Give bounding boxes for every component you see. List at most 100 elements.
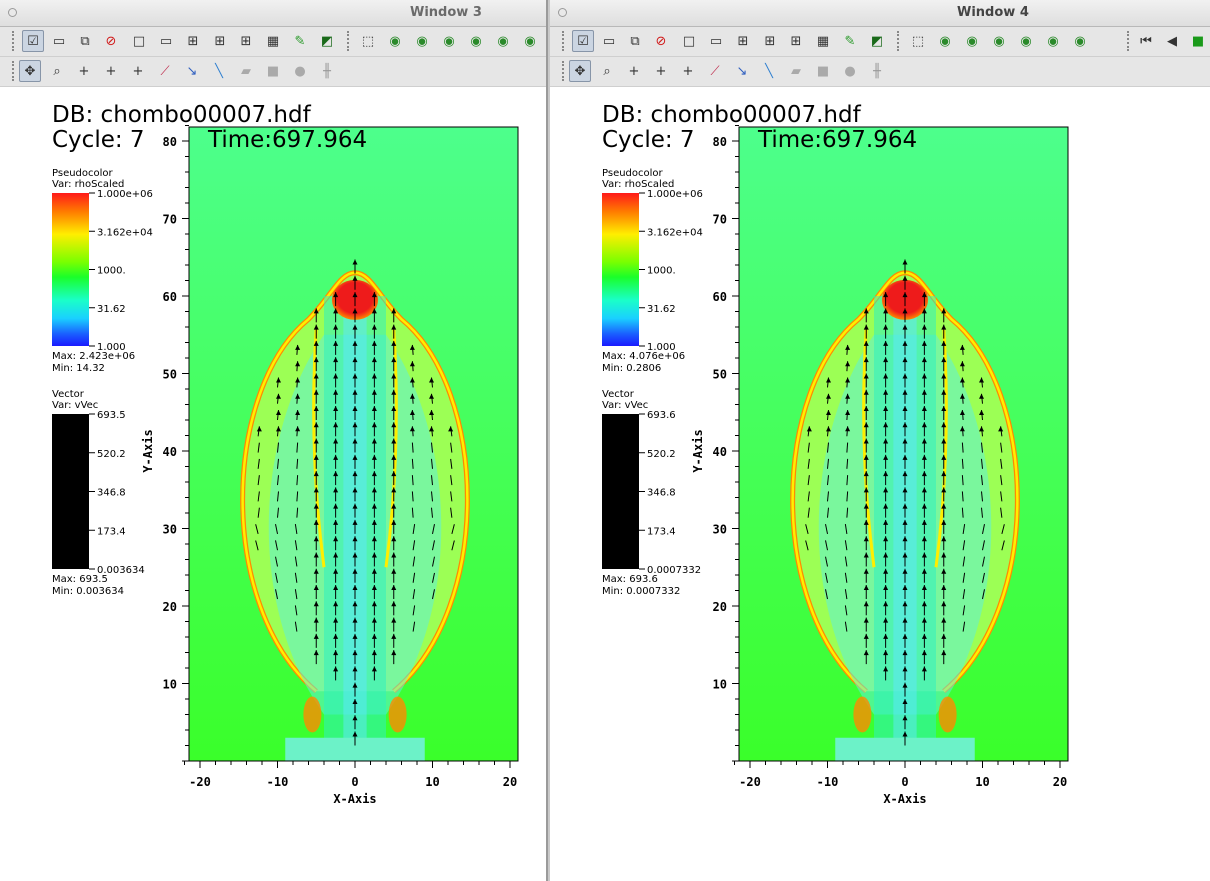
- navigate-icon[interactable]: ✥: [569, 60, 591, 82]
- node-pick-icon[interactable]: +: [655, 63, 667, 79]
- vector-arrow: [432, 524, 435, 535]
- plane-tool-icon[interactable]: ▰: [791, 63, 801, 79]
- layout-3x3-icon[interactable]: ▦: [816, 33, 830, 49]
- toolbar-grip[interactable]: [562, 61, 568, 81]
- plot-area[interactable]: 10 20 30 40 50 60 70 80 -20 -10 0 10 20 X-Axis Y-Axis D…: [0, 87, 546, 881]
- camera-icon[interactable]: ◉: [966, 33, 978, 49]
- line-tool-icon[interactable]: ╲: [215, 63, 223, 79]
- layout-2x3-icon[interactable]: ⊞: [214, 33, 226, 49]
- axis-tool-icon[interactable]: ╫: [873, 63, 881, 79]
- vector-arrow: [275, 589, 278, 600]
- vector-arrowhead: [863, 324, 869, 330]
- reverse-play-icon[interactable]: ◀: [1167, 33, 1177, 49]
- vector-arrowhead: [863, 357, 869, 363]
- layout-3x3-icon[interactable]: ▦: [266, 33, 280, 49]
- zoom-icon[interactable]: ⌕: [603, 63, 611, 79]
- vector-arrowhead: [371, 340, 377, 346]
- vector-arrowhead: [921, 666, 927, 672]
- new-window-icon[interactable]: ▭: [602, 33, 616, 49]
- window-close-dot-icon[interactable]: [558, 8, 567, 17]
- lock-view-icon[interactable]: ✎: [294, 33, 306, 49]
- layout-1x2-icon[interactable]: ▭: [709, 33, 723, 49]
- vector-arrowhead: [883, 568, 889, 574]
- box-tool-icon[interactable]: ■: [266, 63, 280, 79]
- toolbar-grip[interactable]: [1127, 31, 1133, 51]
- lock-time-icon[interactable]: ◩: [320, 33, 334, 49]
- camera-icon[interactable]: ◉: [1047, 33, 1059, 49]
- plot-area[interactable]: 10 20 30 40 50 60 70 80 -20 -10 0 10 20 X-Axis Y-Axis D…: [550, 87, 1210, 881]
- vector-arrow: [827, 458, 829, 469]
- point-tool-icon[interactable]: ↘: [736, 63, 748, 79]
- vector-arrowhead: [941, 324, 947, 330]
- zone-pick-icon[interactable]: +: [78, 63, 90, 79]
- delete-window-icon[interactable]: ⊘: [655, 33, 667, 49]
- vector-arrowhead: [371, 422, 377, 428]
- plane-tool-icon[interactable]: ▰: [241, 63, 251, 79]
- camera-icon[interactable]: ◉: [1074, 33, 1086, 49]
- camera-icon[interactable]: ◉: [416, 33, 428, 49]
- vector-arrow: [981, 475, 983, 486]
- vector-arrowhead: [921, 454, 927, 460]
- vector-arrowhead: [448, 426, 454, 432]
- vector-arrowhead: [352, 633, 358, 639]
- layout-1x2-icon[interactable]: ▭: [159, 33, 173, 49]
- perspective-icon[interactable]: ⬚: [911, 33, 925, 49]
- axis-tool-icon[interactable]: ╫: [323, 63, 331, 79]
- lineout-icon[interactable]: ⟋: [160, 63, 170, 79]
- vector-arrowhead: [941, 568, 947, 574]
- toolbar-grip[interactable]: [347, 31, 353, 51]
- box-tool-icon[interactable]: ■: [816, 63, 830, 79]
- layout-2x2-icon[interactable]: ⊞: [187, 33, 199, 49]
- active-window-icon[interactable]: ☑: [572, 30, 594, 52]
- point-tool-icon[interactable]: ↘: [186, 63, 198, 79]
- toolbar-grip[interactable]: [12, 61, 18, 81]
- lineout-icon[interactable]: ⟋: [710, 63, 720, 79]
- stop-icon[interactable]: ■: [1191, 33, 1205, 49]
- clone-window-icon[interactable]: ⧉: [630, 33, 640, 49]
- new-window-icon[interactable]: ▭: [52, 33, 66, 49]
- camera-icon[interactable]: ◉: [524, 33, 536, 49]
- layout-1x1-icon[interactable]: □: [682, 33, 696, 49]
- camera-icon[interactable]: ◉: [389, 33, 401, 49]
- perspective-icon[interactable]: ⬚: [361, 33, 375, 49]
- delete-window-icon[interactable]: ⊘: [105, 33, 117, 49]
- layout-2x4-icon[interactable]: ⊞: [240, 33, 252, 49]
- vector-arrowhead: [333, 617, 339, 623]
- vector-arrowhead: [902, 601, 908, 607]
- lock-time-icon[interactable]: ◩: [870, 33, 884, 49]
- window-titlebar[interactable]: Window 4: [550, 0, 1210, 27]
- x-tick-label: 0: [901, 775, 908, 789]
- vector-arrow: [981, 458, 983, 469]
- layout-2x4-icon[interactable]: ⊞: [790, 33, 802, 49]
- lock-view-icon[interactable]: ✎: [844, 33, 856, 49]
- active-window-icon[interactable]: ☑: [22, 30, 44, 52]
- camera-icon[interactable]: ◉: [470, 33, 482, 49]
- sphere-tool-icon[interactable]: ●: [844, 63, 856, 79]
- toolbar-grip[interactable]: [562, 31, 568, 51]
- spreadsheet-pick-icon[interactable]: +: [682, 63, 694, 79]
- window-close-dot-icon[interactable]: [8, 8, 17, 17]
- layout-2x2-icon[interactable]: ⊞: [737, 33, 749, 49]
- plot-canvas[interactable]: 10 20 30 40 50 60 70 80 -20 -10 0 10 20 X-Axis Y-Axis D…: [0, 87, 546, 881]
- camera-icon[interactable]: ◉: [939, 33, 951, 49]
- sphere-tool-icon[interactable]: ●: [294, 63, 306, 79]
- zone-pick-icon[interactable]: +: [628, 63, 640, 79]
- node-pick-icon[interactable]: +: [105, 63, 117, 79]
- toolbar-grip[interactable]: [897, 31, 903, 51]
- step-back-icon[interactable]: ⏮: [1140, 33, 1152, 49]
- window-titlebar[interactable]: Window 3: [0, 0, 546, 27]
- camera-icon[interactable]: ◉: [497, 33, 509, 49]
- layout-1x1-icon[interactable]: □: [132, 33, 146, 49]
- clone-window-icon[interactable]: ⧉: [80, 33, 90, 49]
- navigate-icon[interactable]: ✥: [19, 60, 41, 82]
- plot-canvas[interactable]: 10 20 30 40 50 60 70 80 -20 -10 0 10 20 X-Axis Y-Axis D…: [550, 87, 1210, 881]
- layout-2x3-icon[interactable]: ⊞: [764, 33, 776, 49]
- line-tool-icon[interactable]: ╲: [765, 63, 773, 79]
- zoom-icon[interactable]: ⌕: [53, 63, 61, 79]
- spreadsheet-pick-icon[interactable]: +: [132, 63, 144, 79]
- vector-arrow: [962, 589, 966, 600]
- camera-icon[interactable]: ◉: [1020, 33, 1032, 49]
- toolbar-grip[interactable]: [12, 31, 18, 51]
- camera-icon[interactable]: ◉: [443, 33, 455, 49]
- camera-icon[interactable]: ◉: [993, 33, 1005, 49]
